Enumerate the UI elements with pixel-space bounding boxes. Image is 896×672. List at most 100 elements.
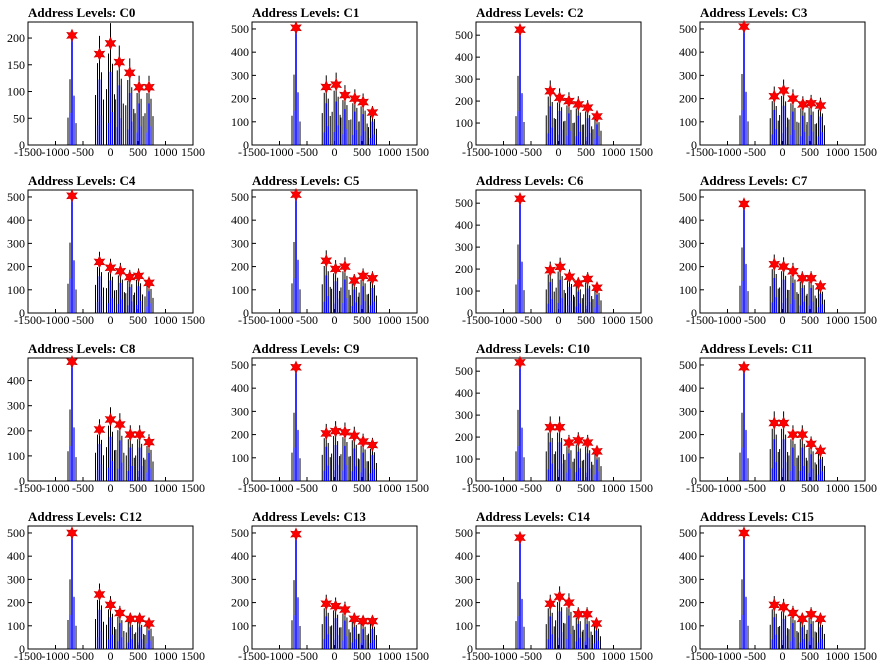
- chart-title: Address Levels: C3: [700, 5, 808, 20]
- x-tick-label: 500: [577, 145, 595, 159]
- peak-marker: [123, 66, 136, 80]
- chart-title: Address Levels: C4: [28, 173, 136, 188]
- peak-marker: [290, 527, 302, 541]
- x-tick-label: -1000: [266, 313, 294, 327]
- chart-svg: 0 100 200 300 400 500 -1500 -1000 -500 0 500 1000 15…: [7, 189, 205, 327]
- peak-marker: [339, 259, 351, 274]
- x-tick-label: 0: [780, 145, 786, 159]
- y-tick-label: 100: [455, 116, 473, 130]
- y-tick-label: 400: [7, 549, 25, 563]
- x-tick-label: 1000: [602, 649, 626, 663]
- x-tick-label: 0: [332, 145, 338, 159]
- y-tick-label: 200: [7, 31, 25, 45]
- x-tick-label: -500: [72, 481, 94, 495]
- y-tick-label: 400: [679, 549, 697, 563]
- x-tick-label: 500: [801, 649, 819, 663]
- x-tick-label: 1000: [826, 145, 850, 159]
- x-tick-label: -1000: [266, 649, 294, 663]
- x-tick-label: 1000: [378, 313, 402, 327]
- y-tick-label: 0: [467, 642, 473, 656]
- y-tick-label: 200: [7, 260, 25, 274]
- peak-marker: [66, 355, 78, 369]
- y-tick-label: 400: [231, 549, 249, 563]
- y-tick-label: 500: [7, 526, 25, 540]
- y-tick-label: 300: [679, 68, 697, 82]
- peak-marker: [591, 280, 603, 295]
- x-tick-label: 0: [556, 313, 562, 327]
- y-tick-label: 100: [7, 283, 25, 297]
- y-tick-label: 300: [7, 572, 25, 586]
- chart-title: Address Levels: C15: [700, 509, 814, 524]
- peak-marker: [93, 422, 106, 437]
- x-tick-label: 500: [353, 313, 371, 327]
- peak-marker: [814, 279, 827, 294]
- x-tick-label: 1000: [602, 313, 626, 327]
- chart-panel: Address Levels: C2 0 100 200 300 400 500 -1500-…: [448, 0, 672, 168]
- x-tick-label: -500: [72, 313, 94, 327]
- y-tick-label: 500: [231, 190, 249, 204]
- y-tick-label: 400: [679, 381, 697, 395]
- peak-marker: [133, 612, 146, 626]
- peak-marker: [357, 614, 369, 628]
- plot-frame: [251, 189, 418, 314]
- x-tick-label: -500: [744, 481, 766, 495]
- y-tick-label: 300: [455, 408, 473, 422]
- y-tick-label: 400: [455, 218, 473, 232]
- x-tick-label: 1500: [181, 145, 205, 159]
- chart-panel: Address Levels: C11 0 100 200 300 400 500 -1500…: [672, 336, 896, 504]
- x-tick-label: -1500: [686, 145, 714, 159]
- y-tick-label: 500: [679, 358, 697, 372]
- chart-title: Address Levels: C7: [700, 173, 808, 188]
- peak-marker: [805, 437, 817, 451]
- y-tick-label: 0: [691, 138, 697, 152]
- x-tick-label: 1000: [826, 481, 850, 495]
- peak-marker: [104, 412, 117, 427]
- peak-marker: [814, 98, 827, 113]
- y-tick-label: 100: [231, 283, 249, 297]
- peak-marker: [514, 22, 526, 37]
- peak-marker: [113, 55, 126, 69]
- peak-marker: [553, 590, 566, 604]
- peak-marker: [366, 105, 379, 120]
- peak-marker: [590, 616, 603, 631]
- chart-svg: 0 100 200 300 400 500 -1500 -1000 -500 0 500 1000 15…: [455, 525, 653, 663]
- chart-title: Address Levels: C5: [252, 173, 360, 188]
- peak-marker: [290, 360, 302, 375]
- x-tick-label: -500: [72, 145, 94, 159]
- y-tick-label: 300: [455, 72, 473, 86]
- y-tick-label: 200: [679, 260, 697, 274]
- chart-panel: Address Levels: C10 0 100 200 300 400 500 -1500…: [448, 336, 672, 504]
- x-tick-label: 1000: [378, 481, 402, 495]
- peak-marker: [349, 91, 361, 106]
- chart-panel: Address Levels: C15 0 100 200 300 400 500 -1500…: [672, 504, 896, 672]
- y-tick-label: 300: [7, 236, 25, 250]
- x-tick-label: 500: [353, 145, 371, 159]
- chart-panel: Address Levels: C9 0 100 200 300 400 500 -1500-…: [224, 336, 448, 504]
- y-tick-label: 0: [691, 474, 697, 488]
- y-tick-label: 200: [7, 596, 25, 610]
- plot-frame: [251, 525, 418, 650]
- chart-panel: Address Levels: C8 0 100 200 300 400 -1500 -100…: [0, 336, 224, 504]
- x-tick-label: -1500: [14, 145, 42, 159]
- y-tick-label: 0: [467, 306, 473, 320]
- peak-marker: [93, 47, 106, 61]
- x-tick-label: 1000: [602, 481, 626, 495]
- peak-marker: [572, 607, 585, 621]
- y-tick-label: 400: [231, 213, 249, 227]
- peak-marker: [738, 526, 750, 540]
- chart-panel: Address Levels: C7 0 100 200 300 400 500 -1500-…: [672, 168, 896, 336]
- x-tick-label: 500: [577, 313, 595, 327]
- chart-svg: 0 100 200 300 400 500 -1500 -1000 -500 0 500 1000 15…: [7, 525, 205, 663]
- plot-frame: [251, 357, 418, 482]
- x-tick-label: -1500: [14, 649, 42, 663]
- peak-marker: [330, 77, 342, 92]
- y-tick-label: 400: [455, 50, 473, 64]
- y-tick-label: 0: [467, 138, 473, 152]
- chart-panel: Address Levels: C3 0 100 200 300 400 500 -1500-…: [672, 0, 896, 168]
- peak-marker: [581, 100, 594, 115]
- y-tick-label: 400: [7, 374, 25, 388]
- peak-marker: [104, 261, 117, 275]
- peak-marker: [777, 83, 790, 98]
- x-tick-label: -500: [72, 649, 94, 663]
- peak-marker: [738, 19, 750, 34]
